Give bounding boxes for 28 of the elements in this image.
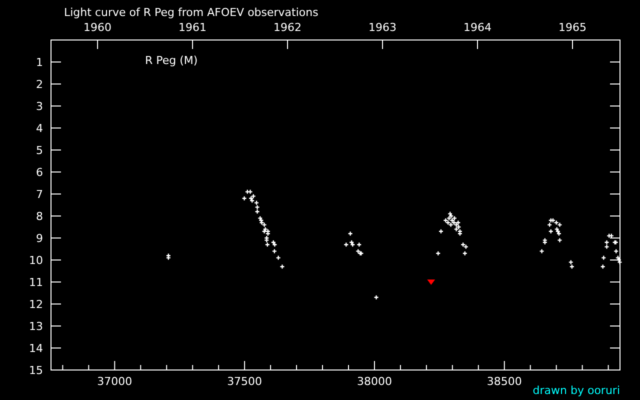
y-tick-label: 4 <box>36 122 43 135</box>
x2-tick-label: 1962 <box>274 21 302 34</box>
y-tick-label: 10 <box>29 254 43 267</box>
y-tick-label: 13 <box>29 320 43 333</box>
text: R Peg (M) <box>145 54 198 67</box>
text: drawn by ooruri <box>532 384 620 397</box>
y-tick-label: 15 <box>29 364 43 377</box>
y-tick-label: 9 <box>36 232 43 245</box>
y-tick-label: 2 <box>36 78 43 91</box>
y-tick-label: 3 <box>36 100 43 113</box>
y-tick-label: 1 <box>36 56 43 69</box>
x-tick-label: 37500 <box>227 375 262 388</box>
x-tick-label: 37000 <box>97 375 132 388</box>
y-tick-label: 11 <box>29 276 43 289</box>
x2-tick-label: 1963 <box>368 21 397 34</box>
x-tick-label: 38000 <box>356 375 392 388</box>
x2-tick-label: 1964 <box>464 21 492 34</box>
y-tick-label: 14 <box>29 342 43 355</box>
x2-tick-label: 1961 <box>178 21 207 34</box>
y-tick-label: 12 <box>29 298 43 311</box>
y-tick-label: 8 <box>36 210 43 223</box>
y-tick-label: 7 <box>36 188 43 201</box>
y-tick-label: 6 <box>36 166 43 179</box>
x-tick-label: 38500 <box>486 375 522 388</box>
chart-title: Light curve of R Peg from AFOEV observations <box>64 6 319 19</box>
y-tick-label: 5 <box>36 144 43 157</box>
x2-tick-label: 1965 <box>558 21 587 34</box>
x2-tick-label: 1960 <box>84 21 112 34</box>
